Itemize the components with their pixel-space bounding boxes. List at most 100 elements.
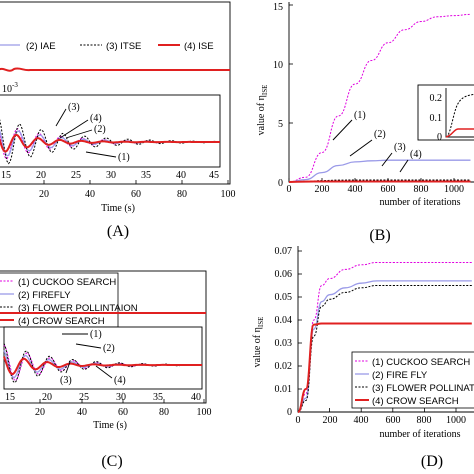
panel-d-ylabel: value of ηISE (252, 317, 265, 368)
panel-b-xtick-label: 1000 (444, 184, 464, 195)
panel-a-inset-xtick-label: 15 (1, 170, 11, 181)
panel-b-ytick-label: 5 (278, 119, 283, 130)
panel-a-inset-xtick-labels: 15 20 25 30 35 40 45 (1, 170, 219, 181)
panel-d-legend-1: (1) CUCKOO SEARCH (372, 357, 470, 368)
panel-b-inset: 0.2 0.1 0 (417, 84, 474, 143)
panel-c-xlabel: Time (s) (93, 420, 127, 431)
panel-c-xtick-label: 20 (35, 407, 45, 418)
panel-c-legend: (1) CUCKOO SEARCH (2) FIREFLY (3) FLOWER… (0, 272, 138, 328)
panel-a-xtick-label: 40 (85, 189, 95, 200)
panel-c-inset-traces (3, 343, 203, 384)
panel-a-xtick-labels: 20 40 60 80 100 (39, 189, 236, 200)
panel-b-inset-trace-3 (445, 93, 474, 138)
panel-b-series-1 (288, 13, 471, 183)
panel-d-ytick-label: 0.02 (275, 361, 293, 372)
panel-d-xtick-label: 200 (323, 415, 338, 426)
panel-a-main-trace (0, 67, 230, 72)
panel-d-xtick-labels: 0 200 400 600 800 1000 (296, 415, 467, 426)
panel-c-xtick-labels: 20 40 60 80 100 (35, 407, 212, 418)
panel-d-xtick-label: 800 (417, 415, 432, 426)
panel-a-inset-axes (0, 94, 221, 168)
panel-c-inset-xtick-label: 35 (153, 392, 163, 403)
panel-b-xtick-label: 800 (414, 184, 429, 195)
panel-c-legend-2: (2) FIREFLY (18, 290, 71, 301)
panel-c-inset-xtick-label: 20 (42, 392, 52, 403)
panel-c-inset-xtick-label: 25 (79, 392, 89, 403)
panel-b: value of ηISE 0 5 10 15 0 200 400 600 80… (256, 2, 474, 244)
panel-a-inset-xtick-label: 25 (71, 170, 81, 181)
panel-d-xlabel: number of iterations (379, 429, 460, 440)
panel-d-legend-box (351, 351, 474, 409)
panel-d-series-3 (297, 285, 472, 413)
panel-b-marker-arrow-1 (332, 119, 353, 141)
panel-d-ytick-label: 0.06 (275, 269, 293, 280)
panel-a-inset: 15 20 25 30 35 40 45 (3) (4) (2) (1) (0, 94, 221, 181)
panel-c: 20 40 60 80 100 Time (s) (1) CUCKOO SEAR… (0, 270, 212, 470)
panel-d-legend-4: (4) CROW SEARCH (372, 396, 459, 407)
panel-c-marker-4: (4) (114, 375, 126, 386)
panel-b-marker-3: (3) (394, 142, 406, 153)
panel-a-xtick-label: 60 (131, 189, 141, 200)
panel-a-marker-arrow-4 (59, 119, 89, 139)
panel-d: value of ηISE 0 0.01 0.02 0.03 0.04 0.05… (252, 246, 474, 470)
panel-c-inset-axes (3, 326, 203, 390)
panel-a-xtick-label: 100 (221, 189, 236, 200)
panel-c-legend-1: (1) CUCKOO SEARCH (18, 277, 116, 288)
panel-a-inset-xtick-label: 45 (209, 170, 219, 181)
panel-b-xtick-label: 400 (348, 184, 363, 195)
panel-a-caption: (A) (107, 223, 129, 240)
panel-b-xlabel: number of iterations (379, 197, 460, 208)
panel-d-ytick-label: 0 (287, 407, 292, 418)
panel-b-series-2 (288, 159, 471, 183)
panel-b-inset-ytick-labels: 0.2 0.1 0 (430, 93, 443, 143)
panel-c-marker-1: (1) (90, 329, 102, 340)
panel-a-inset-xtick-label: 35 (141, 170, 151, 181)
panel-a-legend-itse: (3) ITSE (106, 41, 141, 52)
panel-d-legend-3: (3) FLOWER POLLINATION (372, 383, 474, 394)
panel-a-marker-1: (1) (118, 152, 130, 163)
panel-b-inset-ytick-label: 0.1 (430, 113, 443, 124)
panel-a-xlabel: Time (s) (101, 203, 135, 214)
panel-a-inset-trace-3 (0, 118, 221, 165)
panel-c-inset-xtick-label: 40 (191, 392, 201, 403)
panel-d-ytick-label: 0.05 (275, 292, 293, 303)
panel-a-inset-xtick-label: 40 (176, 170, 186, 181)
panel-a-legend-iae: (2) IAE (26, 41, 56, 52)
panel-b-markers: (1) (2) (3) (4) (332, 110, 422, 173)
panel-c-xtick-label: 40 (77, 407, 87, 418)
panel-b-marker-arrow-2 (349, 139, 373, 157)
panel-a-inset-trace-4 (0, 133, 220, 153)
panel-d-series-4 (297, 322, 472, 413)
panel-c-legend-4: (4) CROW SEARCH (18, 316, 105, 327)
panel-b-xtick-label: 200 (315, 184, 330, 195)
panel-c-inset-xtick-label: 15 (5, 392, 15, 403)
panel-a-xtick-label: 20 (39, 189, 49, 200)
panel-c-marker-2: (2) (103, 343, 115, 354)
panel-a-inset-xtick-label: 30 (106, 170, 116, 181)
panel-d-series (297, 262, 472, 413)
panel-b-marker-arrow-3 (381, 152, 393, 167)
panel-a-xtick-label: 80 (177, 189, 187, 200)
panel-b-marker-arrow-4 (399, 159, 409, 173)
panel-a-inset-exponent: 10-3 (2, 81, 18, 95)
panel-a-legend: (2) IAE (3) ITSE (4) ISE (0, 41, 214, 52)
panel-d-legend-2: (2) FIRE FLY (372, 370, 428, 381)
panel-c-xtick-label: 100 (197, 407, 212, 418)
panel-d-ytick-label: 0.03 (275, 338, 293, 349)
panel-b-caption: (B) (369, 227, 390, 244)
panel-a-axes (0, 1, 231, 185)
panel-b-ytick-label: 0 (278, 178, 283, 189)
panel-d-ytick-labels: 0 0.01 0.02 0.03 0.04 0.05 0.06 0.07 (275, 246, 293, 418)
panel-b-ytick-labels: 0 5 10 15 (273, 2, 283, 189)
panel-d-legend: (1) CUCKOO SEARCH (2) FIRE FLY (3) FLOWE… (351, 351, 474, 409)
panel-d-ticks (297, 250, 457, 413)
panel-c-marker-arrow-3 (65, 361, 71, 374)
panel-a-marker-arrow-2 (65, 129, 93, 139)
panel-d-ytick-label: 0.01 (275, 384, 293, 395)
panel-d-xtick-label: 400 (354, 415, 369, 426)
panel-b-inset-trace-4 (445, 128, 474, 138)
panel-a-marker-arrow-1 (85, 151, 117, 158)
panel-b-xtick-label: 600 (381, 184, 396, 195)
panel-c-legend-3: (3) FLOWER POLLINTAION (18, 303, 138, 314)
